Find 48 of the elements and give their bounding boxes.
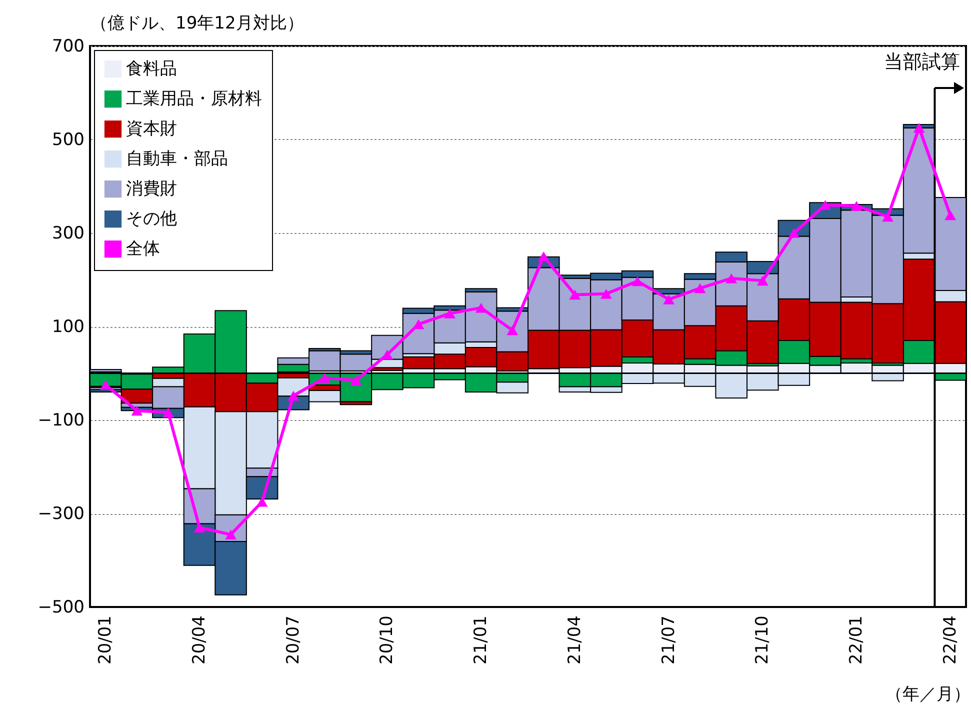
point xyxy=(913,122,925,133)
x-tick-label: 21/10 xyxy=(752,616,773,664)
point xyxy=(256,496,268,507)
y-tick-label: 700 xyxy=(52,36,84,56)
legend-label: 消費財 xyxy=(126,179,177,199)
y-tick-label: 300 xyxy=(52,224,84,244)
y-tick-label: 500 xyxy=(52,130,84,150)
legend-label: 自動車・部品 xyxy=(126,149,228,169)
point xyxy=(444,308,456,318)
x-axis-title: （年／月） xyxy=(886,684,970,704)
x-tick-label: 21/04 xyxy=(564,616,585,664)
x-tick-label: 22/04 xyxy=(940,616,960,664)
point xyxy=(756,276,768,286)
x-tick-label: 20/04 xyxy=(190,616,210,664)
legend-label: その他 xyxy=(126,209,177,229)
legend-label: 資本財 xyxy=(126,119,177,139)
point xyxy=(694,283,706,294)
point xyxy=(131,406,143,416)
point xyxy=(194,522,206,532)
y-tick-label: −500 xyxy=(38,598,84,618)
legend-label: 全体 xyxy=(126,239,160,259)
ref-line-label: 当部試算 xyxy=(884,51,960,73)
point xyxy=(882,212,894,222)
x-tick-label: 20/01 xyxy=(96,616,116,664)
point xyxy=(288,390,300,401)
x-tick-label: 21/01 xyxy=(471,616,492,664)
x-tick-label: 20/07 xyxy=(283,616,304,664)
y-tick-label: 100 xyxy=(52,317,84,337)
point xyxy=(632,276,644,286)
y-tick-label: −300 xyxy=(38,504,84,524)
point xyxy=(350,375,362,386)
y-tick-label: −100 xyxy=(38,410,84,430)
point xyxy=(944,210,956,220)
legend-label: 工業用品・原材料 xyxy=(126,89,262,109)
x-tick-label: 20/10 xyxy=(377,616,398,664)
x-tick-label: 21/07 xyxy=(658,616,679,664)
legend-label: 食料品 xyxy=(126,59,177,79)
point xyxy=(318,372,330,383)
point xyxy=(412,319,424,330)
point xyxy=(475,302,487,313)
point xyxy=(663,294,674,304)
point xyxy=(225,530,236,540)
y-axis-title: （億ドル、19年12月対比） xyxy=(90,14,304,34)
point xyxy=(162,408,174,418)
point xyxy=(850,200,862,211)
point xyxy=(569,290,581,300)
point xyxy=(600,288,612,299)
x-tick-label: 22/01 xyxy=(846,616,866,664)
